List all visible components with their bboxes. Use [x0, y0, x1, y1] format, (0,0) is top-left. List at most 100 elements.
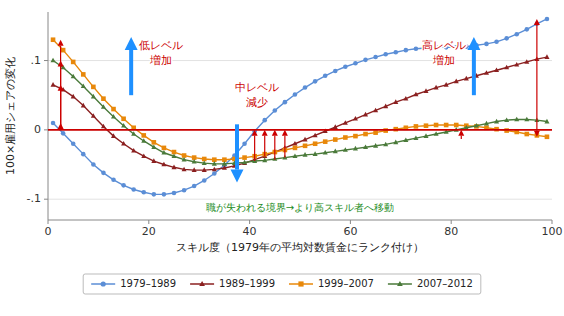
arrow-shaft: [129, 50, 133, 95]
point: [424, 123, 429, 128]
point: [403, 138, 408, 143]
arrow-head: [252, 130, 258, 136]
point: [71, 60, 76, 65]
point: [202, 178, 207, 183]
point: [151, 158, 156, 163]
point: [434, 85, 439, 90]
point: [313, 79, 318, 84]
point: [393, 50, 398, 55]
x-tick-label: 40: [243, 225, 257, 238]
point: [293, 92, 298, 97]
arrow-head: [58, 123, 64, 129]
point: [262, 158, 267, 163]
point: [525, 27, 530, 32]
point: [101, 96, 106, 101]
legend-label: 1999–2007: [318, 278, 374, 289]
point: [192, 167, 197, 172]
arrow-head: [534, 131, 540, 137]
y-tick-label: .1: [31, 54, 42, 67]
point: [373, 143, 378, 148]
point: [464, 76, 469, 81]
legend-item: 1979–1989: [91, 278, 176, 289]
legend-label: 2007–2012: [417, 278, 473, 289]
point: [121, 116, 126, 121]
point: [152, 192, 157, 197]
annotation: 中レベル減少: [235, 81, 279, 109]
point: [343, 120, 348, 125]
point: [404, 48, 409, 53]
arrow-head: [58, 40, 64, 46]
point: [242, 155, 247, 160]
x-tick: [48, 220, 49, 224]
arrow: [262, 130, 268, 156]
arrow: [58, 85, 64, 130]
arrow: [252, 130, 258, 161]
point: [273, 108, 278, 113]
x-tick: [249, 220, 250, 224]
point: [414, 46, 419, 51]
point: [293, 146, 298, 151]
point: [91, 113, 96, 118]
point: [484, 42, 489, 47]
annotation: 低レベル増加: [139, 39, 183, 67]
y-tick-label: -.1: [27, 192, 41, 205]
point: [363, 132, 368, 137]
point: [91, 85, 96, 90]
arrow-head: [231, 170, 244, 183]
y-axis-label: 100×雇用シェアの変化: [4, 57, 17, 175]
x-tick-label: 80: [444, 225, 458, 238]
point: [383, 52, 388, 57]
zero-line: [48, 129, 552, 131]
point: [343, 135, 348, 140]
point: [172, 191, 177, 196]
arrow-shaft: [536, 25, 537, 130]
point: [111, 107, 116, 112]
point: [81, 83, 86, 88]
legend-item: 1989–1999: [190, 278, 275, 289]
point: [51, 82, 56, 87]
annotation-line: 中レベル: [235, 81, 279, 94]
legend: 1979–1989 1989–1999 1999–2007 2007–2012: [83, 274, 481, 294]
point: [545, 135, 550, 140]
point: [131, 187, 136, 192]
point: [161, 150, 166, 155]
arrow-shaft: [235, 124, 239, 169]
point: [353, 134, 358, 139]
point: [242, 141, 247, 146]
point: [353, 146, 358, 151]
point: [101, 104, 106, 109]
point: [61, 131, 66, 136]
legend-label: 1979–1989: [120, 278, 176, 289]
annotation: 高レベル増加: [422, 39, 466, 67]
annotation-line: 増加: [432, 54, 455, 67]
point: [423, 133, 428, 138]
point: [202, 167, 207, 172]
point: [393, 99, 398, 104]
point: [171, 153, 176, 158]
point: [333, 149, 338, 154]
point: [303, 85, 308, 90]
legend-label: 1989–1999: [219, 278, 275, 289]
x-tick: [552, 220, 553, 224]
point: [303, 137, 308, 142]
point: [333, 124, 338, 129]
point: [51, 37, 56, 42]
point: [71, 74, 76, 79]
callout-arrow: [467, 37, 480, 95]
arrow: [534, 19, 540, 130]
arrow-head: [58, 61, 64, 67]
point: [81, 103, 86, 108]
point: [51, 58, 56, 63]
point: [343, 64, 348, 69]
point: [151, 144, 156, 149]
point: [434, 131, 439, 136]
point: [545, 17, 550, 22]
point: [323, 150, 328, 155]
callout-arrow: [125, 37, 138, 95]
point: [363, 144, 368, 149]
point: [91, 94, 96, 99]
point: [484, 121, 489, 126]
arrow-shaft: [60, 67, 61, 130]
point: [161, 162, 166, 167]
point: [81, 72, 86, 77]
